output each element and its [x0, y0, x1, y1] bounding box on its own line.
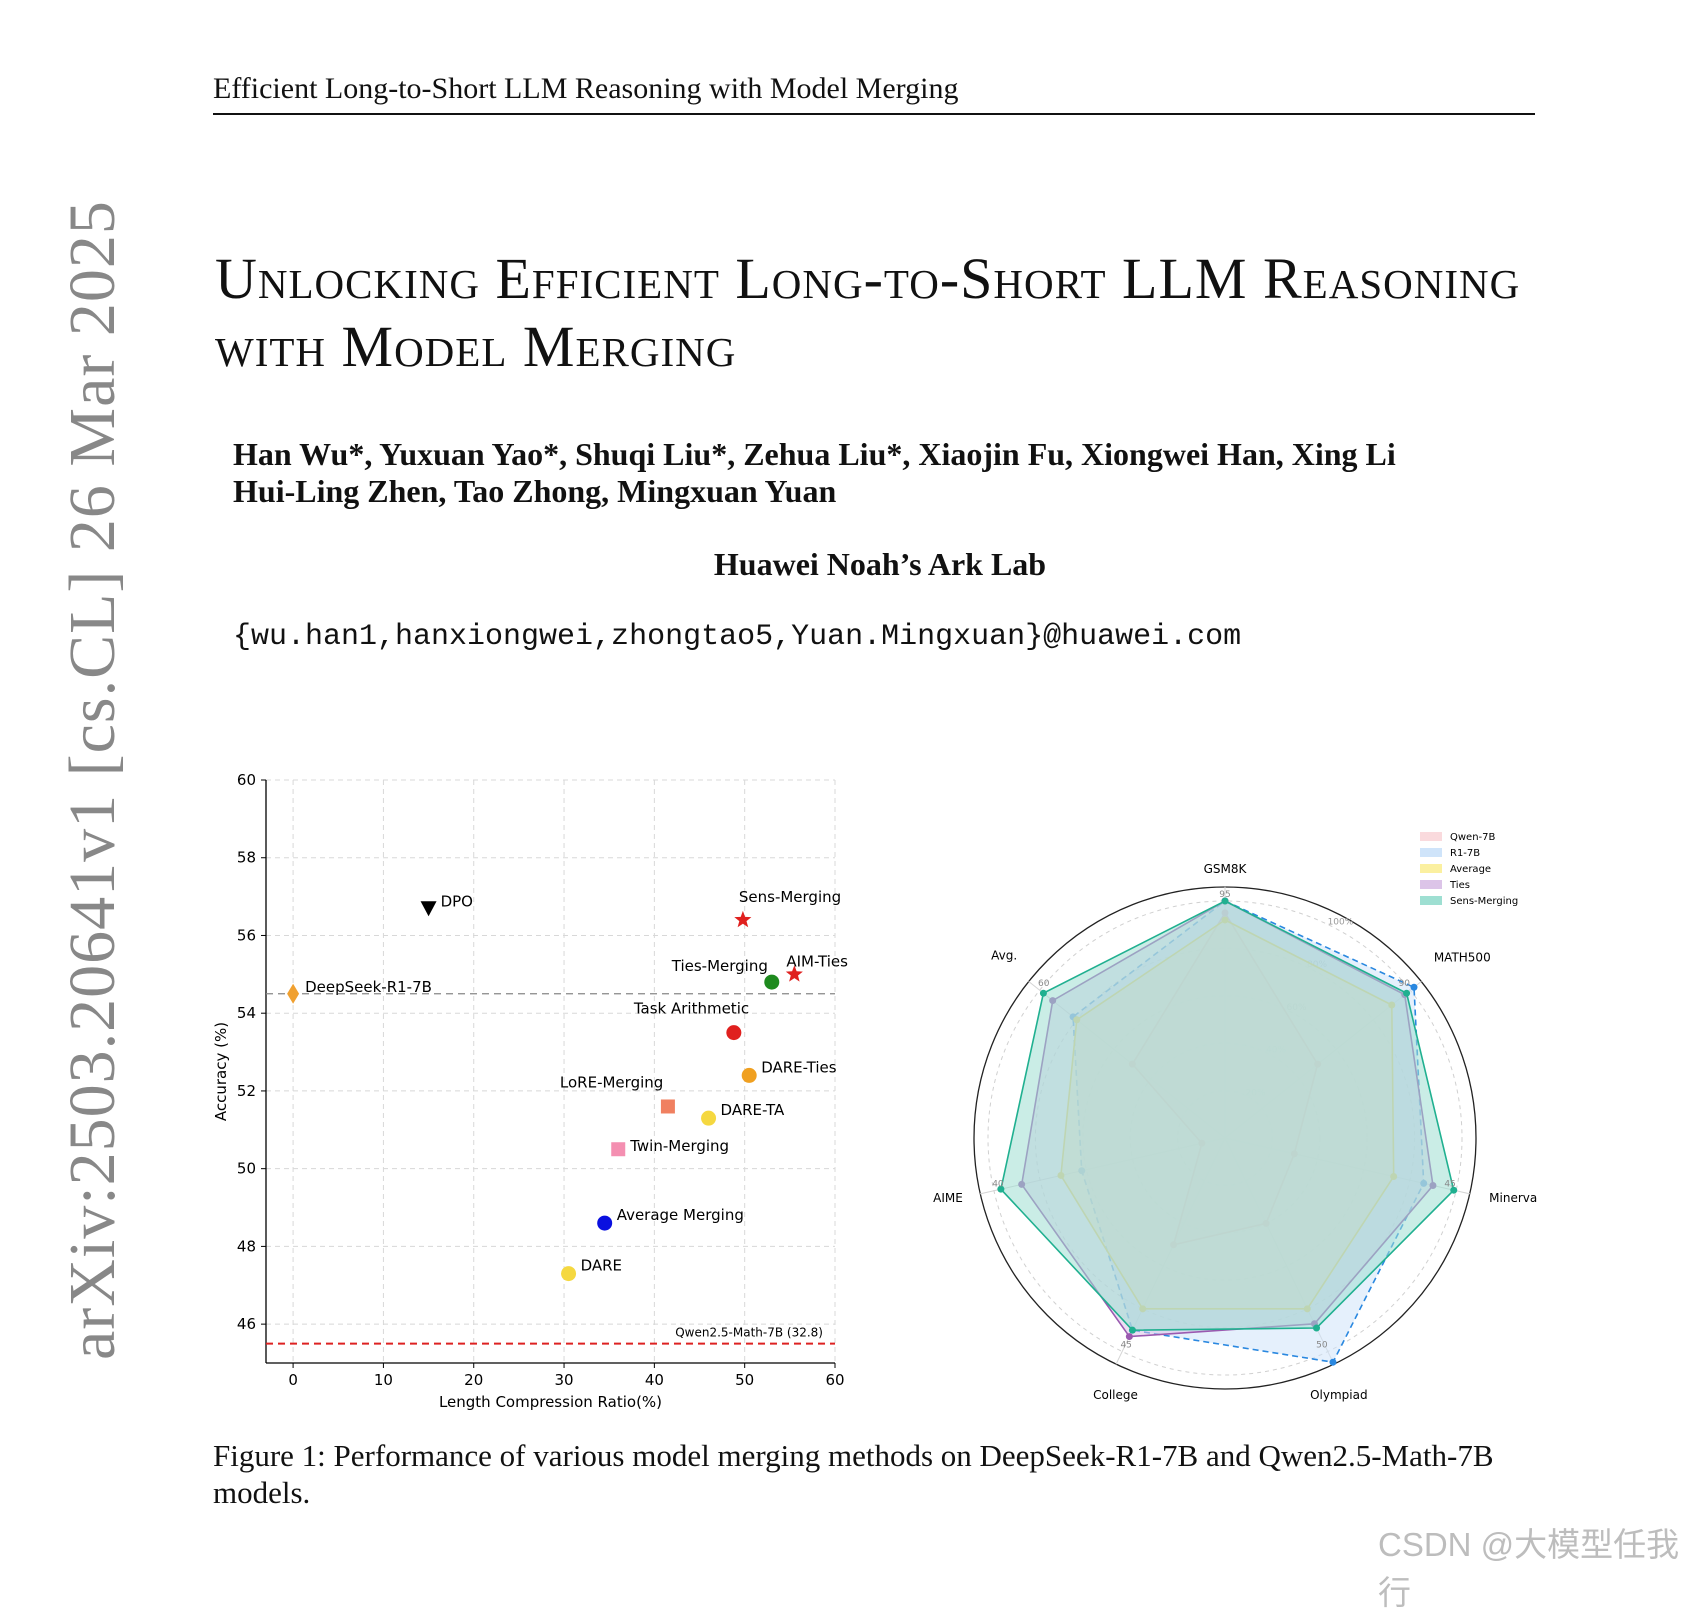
x-tick-label: 20: [464, 1371, 483, 1389]
legend-label-qwen-7b: Qwen-7B: [1450, 832, 1496, 843]
point-task-arithmetic: [726, 1025, 742, 1041]
point-dare-ta: [701, 1110, 717, 1126]
radar-axis-label: AIME: [933, 1191, 963, 1205]
arxiv-stamp: arXiv:2503.20641v1 [cs.CL] 26 Mar 2025: [56, 200, 129, 1360]
radar-point-sens-merging: [1128, 1326, 1136, 1334]
point-label-dpo: DPO: [441, 892, 473, 910]
legend-label-r1-7b: R1-7B: [1450, 848, 1480, 859]
point-dare-ties: [741, 1067, 757, 1083]
y-tick-label: 46: [237, 1315, 256, 1333]
legend-label-ties: Ties: [1449, 880, 1470, 891]
point-twin-merging: [611, 1142, 626, 1157]
radar-axis-label: College: [1093, 1388, 1138, 1402]
point-label-ties-merging: Ties-Merging: [671, 957, 768, 975]
point-label-average-merging: Average Merging: [617, 1206, 744, 1224]
x-tick-label: 30: [555, 1371, 574, 1389]
point-label-dare: DARE: [581, 1257, 622, 1275]
y-tick-label: 52: [237, 1082, 256, 1100]
radar-ring: [987, 900, 1463, 1376]
point-dare: [561, 1266, 577, 1282]
legend-swatch-average: [1420, 864, 1442, 873]
y-tick-label: 50: [237, 1160, 256, 1178]
radar-axis-label: MATH500: [1434, 950, 1491, 964]
point-label-sens-merging: Sens-Merging: [739, 888, 841, 906]
point-label-deepseek-r1-7b: DeepSeek-R1-7B: [305, 978, 432, 996]
radar-point-r1-7b: [1329, 1358, 1337, 1366]
radar-axis-tick: 40: [992, 1180, 1004, 1190]
y-tick-label: 56: [237, 926, 256, 944]
scatter-chart: 0 10 20 30 40 50 60 46 48 50 52 54 56 58 60 Length Comp…: [212, 771, 848, 1411]
author-emails: {wu.han1,hanxiongwei,zhongtao5,Yuan.Ming…: [233, 620, 1242, 654]
point-label-lore-merging: LoRE-Merging: [560, 1073, 663, 1091]
radar-axis-label: Olympiad: [1310, 1388, 1368, 1402]
point-ties-merging: [764, 974, 780, 990]
legend-swatch-qwen-7b: [1420, 832, 1442, 841]
point-label-dare-ties: DARE-Ties: [761, 1058, 837, 1076]
radar-axis-label: Minerva: [1489, 1191, 1537, 1205]
point-label-dare-ta: DARE-TA: [721, 1101, 785, 1119]
x-axis-label: Length Compression Ratio(%): [439, 1393, 662, 1411]
point-aim-ties: [785, 965, 803, 982]
authors-line-2: Hui-Ling Zhen, Tao Zhong, Mingxuan Yuan: [233, 473, 837, 509]
point-lore-merging: [660, 1099, 675, 1114]
point-average-merging: [597, 1215, 613, 1231]
x-tick-label: 10: [374, 1371, 393, 1389]
radar-chart: 20%40%60%80%100%GSM8K95MATH50090Minerva4…: [933, 832, 1537, 1402]
x-tick-label: 40: [645, 1371, 664, 1389]
radar-point-sens-merging: [997, 1185, 1005, 1193]
radar-axis-tick: 45: [1120, 1341, 1131, 1351]
running-head: Efficient Long-to-Short LLM Reasoning wi…: [213, 72, 959, 105]
radar-series-sens-merging: [1000, 900, 1455, 1332]
y-tick-label: 60: [237, 771, 256, 789]
radar-axis-tick: 90: [1399, 979, 1411, 989]
affiliation: Huawei Noah’s Ark Lab: [713, 546, 1047, 582]
x-tick-label: 50: [735, 1371, 754, 1389]
radar-point-sens-merging: [1450, 1186, 1458, 1194]
point-dpo: [420, 901, 437, 917]
radar-point-sens-merging: [1039, 989, 1047, 997]
y-tick-label: 58: [237, 849, 256, 867]
point-sens-merging: [734, 910, 752, 928]
paper-title: Unlocking Efficient Long-to-Short LLM Re…: [215, 246, 1521, 379]
legend-label-sens-merging: Sens-Merging: [1450, 896, 1518, 907]
radar-point-sens-merging: [1403, 989, 1411, 997]
point-label-task-arithmetic: Task Arithmetic: [633, 1000, 749, 1018]
author-list: Han Wu*, Yuxuan Yao*, Shuqi Liu*, Zehua …: [233, 436, 1396, 510]
scatter-figure: 0 10 20 30 40 50 60 46 48 50 52 54 56 58 60 Length Comp…: [200, 760, 860, 1425]
radar-point-sens-merging: [1221, 897, 1229, 905]
radar-point-r1-7b: [1410, 983, 1418, 991]
legend-swatch-sens-merging: [1420, 896, 1442, 905]
radar-figure: 20%40%60%80%100%GSM8K95MATH50090Minerva4…: [900, 820, 1540, 1425]
radar-axis-tick: 45: [1444, 1180, 1455, 1190]
point-deepseek-r1-7b: [287, 983, 300, 1004]
radar-point-sens-merging: [1313, 1324, 1321, 1332]
x-tick-label: 0: [288, 1371, 298, 1389]
radar-point-ties: [1125, 1333, 1133, 1341]
watermark: CSDN @大模型任我行: [1378, 1526, 1680, 1611]
radial-tick-label: 100%: [1328, 917, 1354, 927]
x-tick-label: 60: [825, 1371, 844, 1389]
radar-axis-tick: 95: [1219, 890, 1230, 900]
point-label-twin-merging: Twin-Merging: [629, 1137, 729, 1155]
y-tick-label: 48: [237, 1237, 256, 1255]
legend-label-average: Average: [1450, 864, 1491, 875]
reference-line-label: Qwen2.5-Math-7B (32.8): [675, 1326, 823, 1340]
point-label-aim-ties: AIM-Ties: [786, 952, 848, 970]
y-axis-label: Accuracy (%): [212, 1022, 230, 1121]
radar-axis-label: Avg.: [991, 948, 1017, 962]
authors-line-1: Han Wu*, Yuxuan Yao*, Shuqi Liu*, Zehua …: [233, 436, 1396, 472]
radar-axis-label: GSM8K: [1204, 862, 1248, 876]
legend-swatch-ties: [1420, 880, 1442, 889]
figure-caption: Figure 1: Performance of various model m…: [213, 1438, 1494, 1510]
header-rule: [213, 113, 1535, 115]
y-tick-label: 54: [237, 1004, 256, 1022]
radar-axis-tick: 50: [1316, 1341, 1328, 1351]
radar-axis-tick: 60: [1038, 979, 1050, 989]
legend-swatch-r1-7b: [1420, 848, 1442, 857]
